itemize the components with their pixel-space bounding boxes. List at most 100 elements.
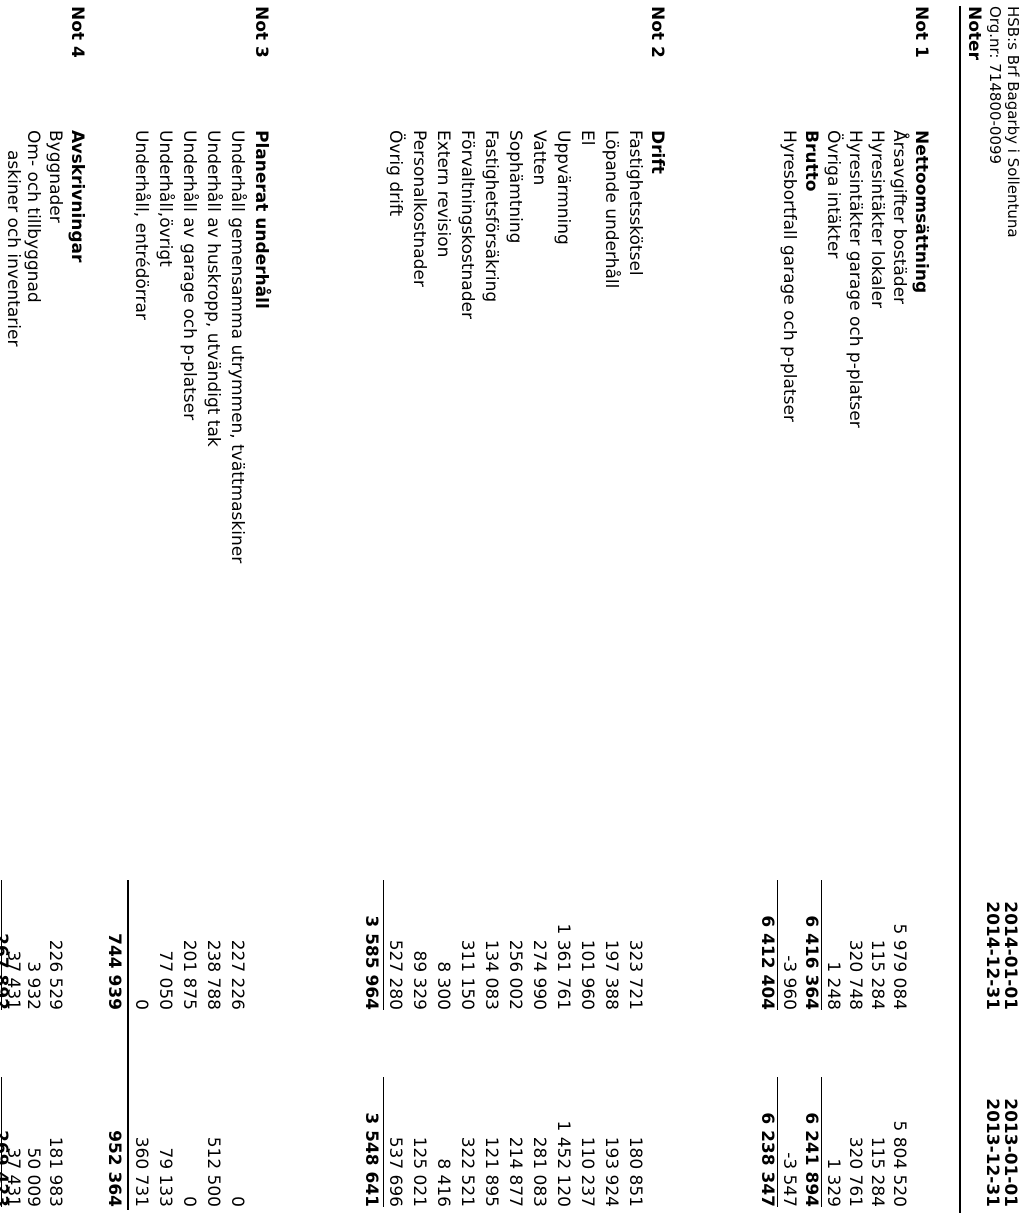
organization-name: HSB:s Brf Bagarby i Sollentuna <box>1004 6 1022 238</box>
row-label: Årsavgifter bostäder <box>889 130 909 305</box>
previous-year-end: 2013-12-31 <box>982 1098 1002 1207</box>
row-value-current: 226 529 <box>45 939 65 1010</box>
table-row: Byggnader 226 529 181 983 <box>44 0 66 1213</box>
row-label: Hyresintäkter garage och p-platser <box>845 130 865 428</box>
row-value-current: 256 002 <box>505 939 525 1010</box>
total-value-current: 267 892 <box>0 933 11 1010</box>
row-label: Underhåll,övrigt <box>155 130 175 267</box>
row-value-current: 311 150 <box>457 939 477 1010</box>
row-label: Löpande underhåll <box>601 130 621 289</box>
row-value-previous: 512 500 <box>203 1136 223 1207</box>
row-value-previous: 193 924 <box>601 1136 621 1207</box>
row-value-previous: 180 851 <box>625 1136 645 1207</box>
row-label: Hyresintäkter lokaler <box>867 130 887 308</box>
row-label: Vatten <box>529 130 549 186</box>
total-value-current: 3 585 964 <box>361 915 381 1010</box>
total-row: 744 939 952 364 <box>103 0 125 1213</box>
row-value-previous: 121 895 <box>481 1136 501 1207</box>
current-year-end: 2014-12-31 <box>982 901 1002 1010</box>
total-value-current: 744 939 <box>104 933 124 1010</box>
note-4-heading: Not 4 Avskrivningar <box>66 0 88 1213</box>
note-4-title: Avskrivningar <box>67 130 87 263</box>
row-value-current: 3 932 <box>23 961 43 1010</box>
row-value-current: 8 300 <box>433 961 453 1010</box>
note-2-title: Drift <box>647 130 667 174</box>
row-value-previous: 110 237 <box>577 1136 597 1207</box>
row-value-previous: 360 731 <box>131 1136 151 1207</box>
row-value-current: 115 284 <box>867 939 887 1010</box>
table-row: Vatten 274 990 281 083 <box>528 0 550 1213</box>
row-label: Underhåll, entrédörrar <box>131 130 151 320</box>
row-value-current: 0 <box>131 999 151 1010</box>
total-value-current: 6 412 404 <box>757 915 777 1010</box>
previous-year-header: 2013-01-01 2013-12-31 <box>982 1077 1020 1207</box>
row-value-current: 320 748 <box>845 939 865 1010</box>
table-row: El 101 960 110 237 <box>576 0 598 1213</box>
table-row: Löpande underhåll 197 388 193 924 <box>600 0 622 1213</box>
row-value-current: 1 361 761 <box>553 923 573 1010</box>
table-row: Övriga intäkter 1 248 1 329 <box>821 0 844 1213</box>
row-label: Byggnader <box>45 130 65 223</box>
row-value-current: 89 329 <box>409 950 429 1010</box>
subtotal-row: Brutto 6 416 364 6 241 894 <box>800 0 822 1213</box>
row-value-current: 201 875 <box>179 939 199 1010</box>
note-1-title: Nettoomsättning <box>911 130 931 294</box>
total-row: 6 412 404 6 238 347 <box>756 0 778 1213</box>
total-value-previous: 3 548 641 <box>361 1112 381 1207</box>
total-value-previous: 952 364 <box>104 1130 124 1207</box>
row-value-current: 197 388 <box>601 939 621 1010</box>
row-label: Förvaltningskostnader <box>457 130 477 319</box>
section-title: Noter <box>964 6 984 60</box>
row-value-current: 227 226 <box>227 939 247 1010</box>
row-value-previous: 1 452 120 <box>553 1120 573 1207</box>
row-value-previous: 8 416 <box>433 1158 453 1207</box>
row-value-previous: 0 <box>227 1196 247 1207</box>
total-rule <box>127 880 129 1210</box>
table-row: Personalkostnader 89 329 125 021 <box>408 0 430 1213</box>
table-row: Övrig drift 527 280 537 696 <box>383 0 406 1213</box>
table-row: Hyresintäkter garage och p-platser 320 7… <box>844 0 866 1213</box>
total-row: 3 585 964 3 548 641 <box>360 0 382 1213</box>
table-row: Underhåll gemensamma utrymmen, tvättmask… <box>226 0 248 1213</box>
table-row: Fastighetsskötsel 323 721 180 851 <box>624 0 646 1213</box>
table-row: Sophämtning 256 002 214 877 <box>504 0 526 1213</box>
row-value-previous: 320 761 <box>845 1136 865 1207</box>
row-value-current: 77 050 <box>155 950 175 1010</box>
row-label: Underhåll gemensamma utrymmen, tvättmask… <box>227 130 247 564</box>
row-label: Fastighetsskötsel <box>625 130 645 276</box>
note-3-title: Planerat underhåll <box>251 130 271 309</box>
row-label: Extern revision <box>433 130 453 258</box>
organization-number: Org.nr: 714800-0099 <box>986 6 1004 165</box>
total-row: 267 892 269 423 <box>0 0 12 1213</box>
row-value-current: 1 248 <box>821 880 844 1010</box>
row-label: El <box>577 130 597 146</box>
total-value-previous: 6 238 347 <box>757 1112 777 1207</box>
table-row: Förvaltningskostnader 311 150 322 521 <box>456 0 478 1213</box>
row-value-previous: 79 133 <box>155 1147 175 1207</box>
row-label: Fastighetsförsäkring <box>481 130 501 303</box>
note-4-tag: Not 4 <box>67 6 87 58</box>
row-value-previous: 537 696 <box>383 1077 406 1207</box>
row-label: Personalkostnader <box>409 130 429 287</box>
table-row: Hyresintäkter lokaler 115 284 115 284 <box>866 0 888 1213</box>
row-value-current: 238 788 <box>203 939 223 1010</box>
row-label: Brutto <box>801 130 821 192</box>
row-label: Övriga intäkter <box>823 130 843 259</box>
note-2-tag: Not 2 <box>647 6 667 58</box>
note-3-heading: Not 3 Planerat underhåll <box>250 0 272 1213</box>
total-value-previous: 269 423 <box>0 1130 11 1207</box>
note-3-tag: Not 3 <box>251 6 271 58</box>
row-label: Hyresbortfall garage och p-platser <box>779 130 799 422</box>
row-value-current: 527 280 <box>383 880 406 1010</box>
row-value-current: 323 721 <box>625 939 645 1010</box>
table-row: Underhåll, entrédörrar 0 360 731 <box>130 0 152 1213</box>
note-2-heading: Not 2 Drift <box>646 0 668 1213</box>
row-value-current: -3 960 <box>777 880 800 1010</box>
table-row: Fastighetsförsäkring 134 083 121 895 <box>480 0 502 1213</box>
row-value-previous: 281 083 <box>529 1136 549 1207</box>
row-value-previous: 125 021 <box>409 1136 429 1207</box>
row-label: Underhåll av garage och p-platser <box>179 130 199 421</box>
row-value-previous: 322 521 <box>457 1136 477 1207</box>
row-value-current: 274 990 <box>529 939 549 1010</box>
